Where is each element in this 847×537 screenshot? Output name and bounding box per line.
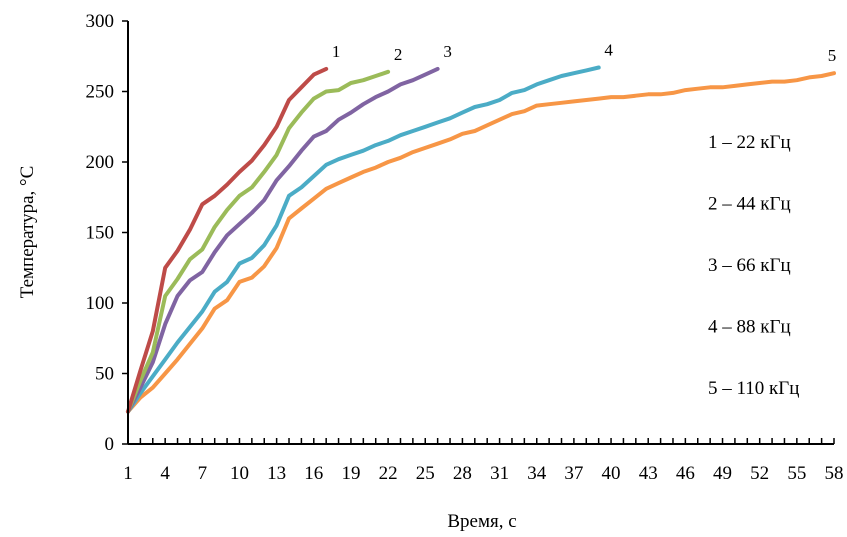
axes-layer bbox=[122, 20, 835, 445]
legend-entry: 5 – 110 кГц bbox=[708, 378, 799, 399]
y-tick-label: 50 bbox=[95, 364, 114, 385]
y-tick-label: 250 bbox=[86, 82, 115, 103]
x-tick-labels: 1 4 7 10 13 16 19 22 25 28 31 34 37 40 43 46 49 52 55 58 bbox=[123, 463, 843, 484]
x-tick-label: 43 bbox=[639, 463, 658, 484]
y-tick-label: 150 bbox=[86, 223, 115, 244]
y-tick-labels: 0 50 100 150 200 250 300 bbox=[86, 11, 115, 455]
series-line-3 bbox=[126, 66, 440, 414]
x-tick-label: 16 bbox=[304, 463, 323, 484]
x-axis-label: Время, с bbox=[447, 511, 516, 532]
legend-entry: 1 – 22 кГц bbox=[708, 132, 791, 153]
x-tick-label: 22 bbox=[379, 463, 398, 484]
x-tick-label: 7 bbox=[198, 463, 208, 484]
x-tick-label: 28 bbox=[453, 463, 472, 484]
x-tick-label: 37 bbox=[564, 463, 583, 484]
x-tick-label: 34 bbox=[527, 463, 547, 484]
x-tick-label: 10 bbox=[230, 463, 249, 484]
series-label-5: 5 bbox=[828, 46, 837, 65]
y-tick-label: 100 bbox=[86, 293, 115, 314]
series-line-1 bbox=[126, 66, 329, 414]
legend-text-block: 1 – 22 кГц 2 – 44 кГц 3 – 66 кГц 4 – 88 кГц… bbox=[708, 132, 799, 399]
legend-entry: 3 – 66 кГц bbox=[708, 255, 791, 276]
x-tick-label: 40 bbox=[602, 463, 621, 484]
series-label-2: 2 bbox=[394, 45, 403, 64]
series-line-5 bbox=[126, 71, 836, 414]
legend-entry: 2 – 44 кГц bbox=[708, 194, 791, 215]
series-line-2 bbox=[126, 69, 391, 414]
series-label-1: 1 bbox=[332, 42, 341, 61]
x-tick-label: 4 bbox=[160, 463, 170, 484]
y-tick-label: 300 bbox=[86, 11, 115, 32]
x-tick-label: 25 bbox=[416, 463, 435, 484]
x-tick-label: 46 bbox=[676, 463, 695, 484]
x-tick-label: 31 bbox=[490, 463, 509, 484]
y-axis-label: Температура, °С bbox=[17, 166, 38, 299]
x-tick-label: 58 bbox=[825, 463, 844, 484]
y-tick-label: 0 bbox=[105, 434, 115, 455]
x-tick-label: 19 bbox=[341, 463, 360, 484]
x-tick-label: 13 bbox=[267, 463, 286, 484]
series-layer bbox=[126, 65, 836, 414]
x-tick-label: 52 bbox=[750, 463, 769, 484]
legend-entry: 4 – 88 кГц bbox=[708, 317, 791, 338]
series-line-4 bbox=[126, 65, 601, 414]
x-tick-label: 55 bbox=[787, 463, 806, 484]
curve-labels: 1 2 3 4 5 bbox=[332, 41, 836, 66]
series-label-3: 3 bbox=[443, 42, 452, 61]
x-tick-label: 49 bbox=[713, 463, 732, 484]
y-tick-label: 200 bbox=[86, 152, 115, 173]
x-tick-label: 1 bbox=[123, 463, 133, 484]
series-label-4: 4 bbox=[604, 41, 613, 60]
